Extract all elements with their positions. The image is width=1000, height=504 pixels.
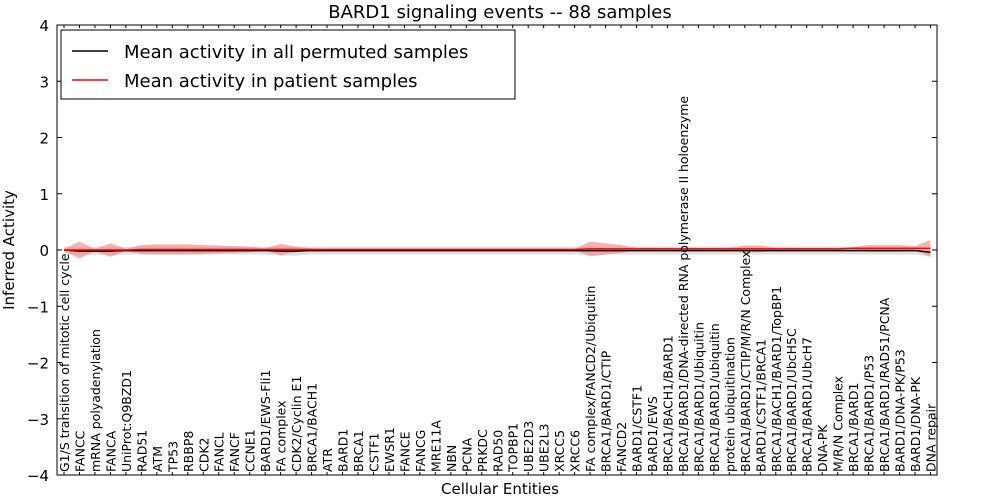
x-tick-label: XRCC5 xyxy=(552,430,567,472)
y-tick-label: −4 xyxy=(27,467,49,485)
x-tick-label: protein ubiquitination xyxy=(722,337,737,472)
x-tick-label: BRCA1/BARD1 xyxy=(846,383,861,472)
legend-entry-patient: Mean activity in patient samples xyxy=(124,71,418,92)
x-tick-label: BRCA1/BARD1/CTIP xyxy=(599,350,614,472)
x-tick-label: BARD1/EWS-Fli1 xyxy=(258,370,273,472)
x-tick-label: RAD50 xyxy=(490,430,505,472)
x-tick-label: UniProt:Q9BZD1 xyxy=(119,370,134,472)
y-tick-label: −1 xyxy=(27,298,49,316)
x-tick-label: FANCF xyxy=(227,432,242,472)
x-tick-label: FANCA xyxy=(103,430,118,472)
x-tick-label: CCNE1 xyxy=(243,429,258,472)
x-tick-label: FA complex xyxy=(274,400,289,472)
y-axis-label: Inferred Activity xyxy=(0,190,18,310)
x-tick-label: UBE2L3 xyxy=(537,424,552,473)
x-tick-label: BARD1/DNA-PK xyxy=(908,376,923,472)
y-tick-label: 1 xyxy=(39,186,49,204)
y-tick-label: 3 xyxy=(39,73,49,91)
x-tick-label: mRNA polyadenylation xyxy=(88,329,103,472)
x-tick-label: BRCA1/BARD1/Ubiquitin xyxy=(691,322,706,472)
x-tick-label: EWSR1 xyxy=(382,427,397,472)
y-tick-label: 2 xyxy=(39,130,49,148)
permuted-mean-line xyxy=(63,249,931,253)
x-tick-label: RAD51 xyxy=(134,430,149,472)
x-tick-label: BRCA1 xyxy=(351,430,366,472)
x-tick-label: FANCE xyxy=(397,431,412,472)
y-tick-label: −2 xyxy=(27,355,49,373)
x-tick-label: ATR xyxy=(320,448,335,472)
y-tick-label: −3 xyxy=(27,411,49,429)
x-tick-label: UBE2D3 xyxy=(521,421,536,472)
x-tick-label: BARD1/CSTF1 xyxy=(630,385,645,472)
x-tick-label: CSTF1 xyxy=(366,433,381,472)
x-tick-label: ATM xyxy=(150,446,165,472)
x-tick-label: TOPBP1 xyxy=(506,423,521,473)
x-tick-label: BARD1 xyxy=(336,429,351,472)
x-tick-label: XRCC6 xyxy=(568,430,583,472)
x-tick-label: BARD1/EWS xyxy=(645,396,660,472)
x-tick-label: BRCA1/BARD1/ubiquitin xyxy=(707,323,722,472)
y-tick-label: 4 xyxy=(39,17,49,35)
x-tick-label: BARD1/DNA-PK/P53 xyxy=(893,349,908,472)
x-tick-label: BRCA1/BARD1/CTIP/M/R/N Complex xyxy=(738,250,753,472)
x-tick-label: FANCD2 xyxy=(614,422,629,472)
x-tick-label: BRCA1/BARD1/RAD51/PCNA xyxy=(877,297,892,472)
x-tick-label: BRCA1/BACH1/BARD1 xyxy=(660,335,675,472)
x-tick-label: FA complex/FANCD2/Ubiquitin xyxy=(583,286,598,472)
legend: Mean activity in all permuted samples Me… xyxy=(60,29,516,100)
plot-frame xyxy=(56,24,938,476)
x-tick-label: CDK2 xyxy=(196,437,211,472)
x-tick-label: BRCA1/BACH1 xyxy=(305,383,320,472)
x-tick-label: G1/S transition of mitotic cell cycle xyxy=(57,253,72,472)
x-tick-label: PCNA xyxy=(459,437,474,472)
x-tick-label: M/R/N Complex xyxy=(831,376,846,472)
x-tick-label: FANCC xyxy=(72,430,87,472)
x-tick-label: BRCA1/BACH1/BARD1/TopBP1 xyxy=(769,286,784,472)
x-tick-label: CDK2/Cyclin E1 xyxy=(289,376,304,472)
x-tick-label: BRCA1/BARD1/DNA-directed RNA polymerase … xyxy=(676,96,691,472)
x-tick-label: MRE11A xyxy=(428,420,443,472)
legend-box xyxy=(60,29,516,100)
chart-title: BARD1 signaling events -- 88 samples xyxy=(328,2,672,23)
x-axis-label: Cellular Entities xyxy=(441,480,559,498)
x-tick-label: BRCA1/BARD1/P53 xyxy=(862,355,877,472)
x-tick-label: BRCA1/BARD1/UbcH7 xyxy=(800,337,815,472)
x-tick-label: FANCG xyxy=(413,430,428,472)
legend-entry-permuted: Mean activity in all permuted samples xyxy=(124,42,468,63)
x-tick-label: NBN xyxy=(444,445,459,472)
y-tick-label: 0 xyxy=(39,242,49,260)
x-tick-label: RBBP8 xyxy=(181,431,196,472)
x-tick-label: BRCA1/BARD1/UbcH5C xyxy=(784,328,799,472)
x-tick-label: PRKDC xyxy=(475,429,490,472)
x-tick-label: TP53 xyxy=(165,441,180,473)
x-tick-label: BARD1/CSTF1/BRCA1 xyxy=(753,339,768,472)
patient-mean-line xyxy=(64,247,931,251)
x-tick-label: FANCL xyxy=(212,432,227,472)
x-tick-label: DNA-PK xyxy=(815,424,830,472)
x-tick-label: DNA repair xyxy=(924,403,939,472)
